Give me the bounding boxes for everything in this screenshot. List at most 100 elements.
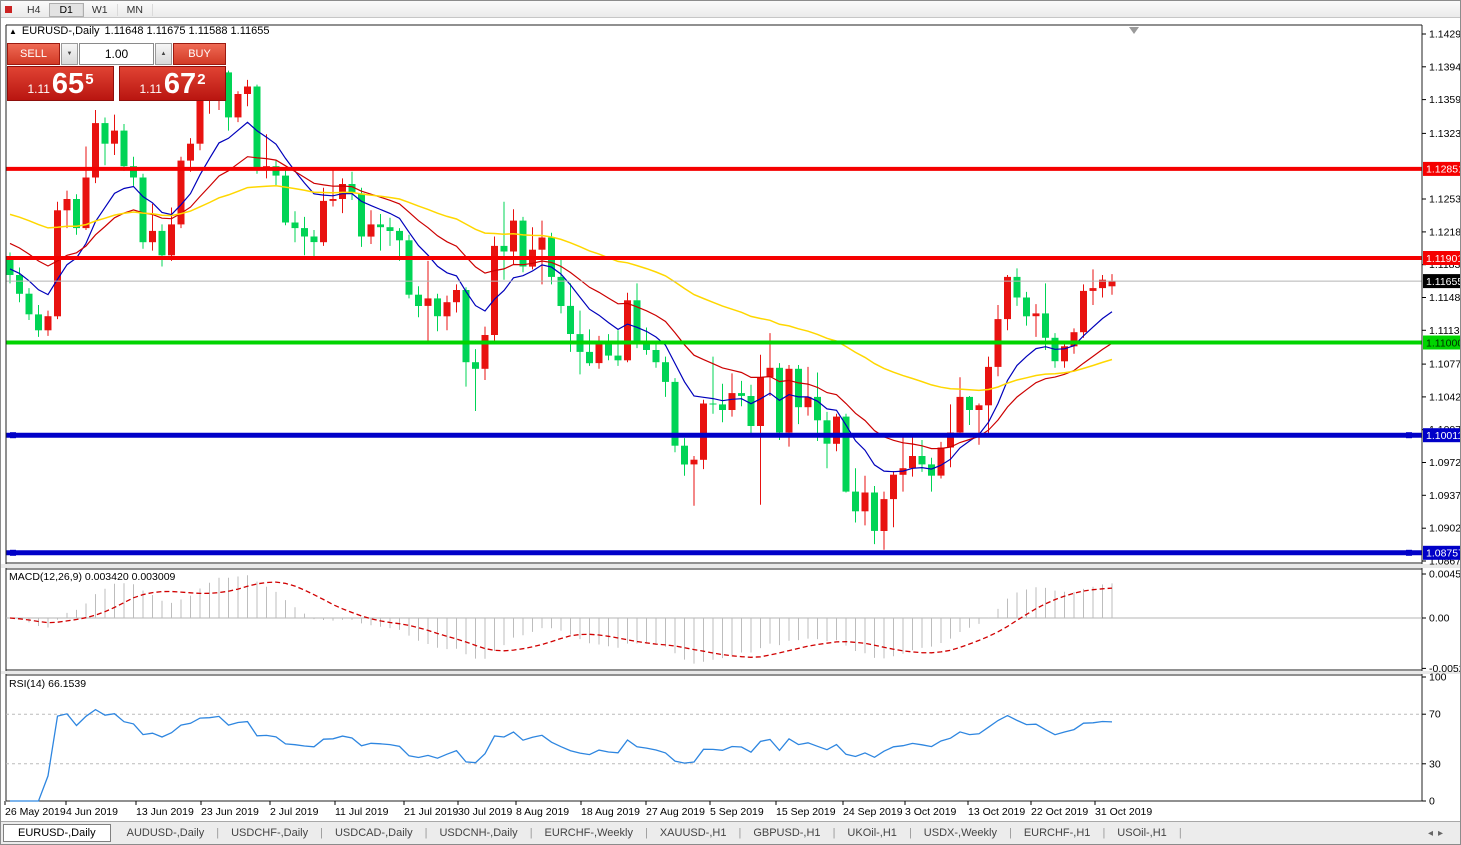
candle-body: [434, 298, 441, 317]
timeframe-button-mn[interactable]: MN: [117, 4, 153, 16]
candle-body: [491, 245, 498, 335]
candle-body: [320, 200, 327, 243]
candle-body: [861, 492, 869, 512]
price-badge: [1423, 161, 1460, 176]
candle-body: [586, 351, 593, 364]
candle-body: [633, 300, 641, 342]
candle-body: [947, 432, 954, 448]
candle-body: [871, 492, 878, 531]
price-axis-label: 1.09720: [1429, 457, 1461, 469]
buy-price-prefix: 1.11: [139, 82, 162, 96]
volume-input[interactable]: [79, 43, 154, 65]
date-axis-label: 8 Aug 2019: [516, 806, 569, 818]
candle-body: [1004, 276, 1011, 320]
price-axis-label: 1.11480: [1429, 292, 1461, 304]
candle-body: [605, 342, 612, 356]
date-axis-label: 13 Oct 2019: [968, 806, 1025, 818]
chart-tab-ukoil-h1[interactable]: UKOil-,H1: [847, 827, 897, 839]
candle-body: [1013, 276, 1021, 298]
tab-scroll-right-icon[interactable]: ▸: [1437, 827, 1448, 839]
chart-tab-audusd-daily[interactable]: AUDUSD-,Daily: [126, 827, 205, 839]
price-axis-label: 1.09020: [1429, 523, 1461, 535]
chart-tab-usdcad-daily[interactable]: USDCAD-,Daily: [334, 827, 413, 839]
candle-body: [595, 342, 603, 364]
chart-tab-eurchf-weekly[interactable]: EURCHF-,Weekly: [544, 827, 633, 839]
chart-shift-marker-icon[interactable]: [1129, 27, 1139, 34]
sell-price-big-digits: 65: [51, 68, 85, 100]
volume-decrease-button[interactable]: ▼: [61, 43, 78, 65]
candle-body: [1108, 281, 1116, 287]
date-axis-label: 2 Jul 2019: [270, 806, 319, 818]
candle-body: [63, 199, 71, 211]
candle-body: [1080, 290, 1087, 333]
candle-body: [386, 227, 394, 231]
tab-separator: |: [1178, 827, 1182, 839]
chart-canvas[interactable]: 1.14290 1.13940 1.13590 1.13230 1.12530 1.121…: [1, 18, 1461, 823]
candle-body: [681, 445, 688, 465]
collapse-panel-icon[interactable]: ▲: [9, 26, 17, 36]
candle-body: [928, 464, 935, 476]
tab-separator: |: [908, 827, 912, 839]
candle-body: [842, 416, 850, 492]
price-badge: [1423, 251, 1460, 265]
rsi-axis-label: 30: [1429, 758, 1441, 770]
price-axis-label: 1.13230: [1429, 128, 1461, 140]
candle-body: [196, 90, 204, 144]
chart-tabs: EURUSD-,Daily AUDUSD-,Daily | USDCHF-,Daily…: [3, 824, 1182, 842]
buy-button[interactable]: BUY: [173, 43, 226, 65]
pane-splitter[interactable]: [1, 671, 1461, 674]
one-click-trading-panel: SELL ▼ ▲ BUY 1.11 65 5 1.11 67 2: [7, 43, 226, 101]
buy-price-pipette: 2: [197, 71, 206, 88]
chart-tab-eurchf-h1[interactable]: EURCHF-,H1: [1023, 827, 1091, 839]
candle-body: [985, 366, 992, 406]
hline-handle[interactable]: [1406, 432, 1412, 439]
hline-handle[interactable]: [1406, 549, 1412, 556]
tab-separator: |: [644, 827, 648, 839]
timeframe-button-h4[interactable]: H4: [18, 4, 51, 16]
candle-body: [377, 224, 384, 228]
chart-tab-usdcnh-daily[interactable]: USDCNH-,Daily: [439, 827, 518, 839]
hline-handle[interactable]: [10, 432, 16, 439]
chart-tab-usoil-h1[interactable]: USOil-,H1: [1117, 827, 1167, 839]
candle-body: [35, 314, 42, 331]
timeframe-button-d1[interactable]: D1: [49, 3, 84, 17]
candle-body: [44, 316, 52, 331]
candle-body: [700, 403, 707, 460]
candle-body: [814, 396, 821, 421]
chart-tab-usdx-weekly[interactable]: USDX-,Weekly: [923, 827, 997, 839]
candle-body: [396, 230, 403, 241]
candle-body: [54, 210, 61, 317]
price-axis-label: 1.12180: [1429, 226, 1461, 238]
candle-body: [1070, 332, 1078, 347]
timeframe-button-w1[interactable]: W1: [82, 4, 118, 16]
candle-body: [890, 474, 897, 500]
candle-body: [728, 393, 736, 410]
candle-body: [25, 293, 33, 315]
chart-tab-gbpusd-h1[interactable]: GBPUSD-,H1: [753, 827, 821, 839]
price-badge-label: 1.11000: [1426, 337, 1461, 349]
candle-body: [966, 396, 973, 410]
date-axis-label: 5 Sep 2019: [710, 806, 764, 818]
chart-tab-usdchf-daily[interactable]: USDCHF-,Daily: [231, 827, 309, 839]
chart-tab-xauusd-h1[interactable]: XAUUSD-,H1: [659, 827, 727, 839]
tab-scroll-arrows[interactable]: ◂▸: [1428, 828, 1448, 839]
candle-body: [880, 499, 888, 531]
candle-body: [225, 72, 232, 118]
date-axis-label: 24 Sep 2019: [843, 806, 903, 818]
hline-handle[interactable]: [10, 549, 16, 556]
sell-price-box[interactable]: 1.11 65 5: [7, 66, 114, 101]
date-axis-label: 26 May 2019: [5, 806, 66, 818]
candle-body: [795, 368, 802, 408]
tab-scroll-left-icon[interactable]: ◂: [1427, 827, 1438, 839]
pane-splitter[interactable]: [1, 564, 1461, 568]
buy-price-box[interactable]: 1.11 67 2: [119, 66, 226, 101]
candle-body: [415, 294, 422, 306]
volume-increase-button[interactable]: ▲: [155, 43, 172, 65]
candle-body: [16, 275, 23, 294]
candle-body: [453, 290, 460, 303]
chart-tab-eurusd-daily[interactable]: EURUSD-,Daily: [3, 824, 111, 842]
rsi-value: 66.1539: [48, 678, 87, 690]
date-axis-label: 13 Jun 2019: [136, 806, 194, 818]
sell-button[interactable]: SELL: [7, 43, 60, 65]
price-badge-label: 1.11901: [1426, 253, 1461, 265]
